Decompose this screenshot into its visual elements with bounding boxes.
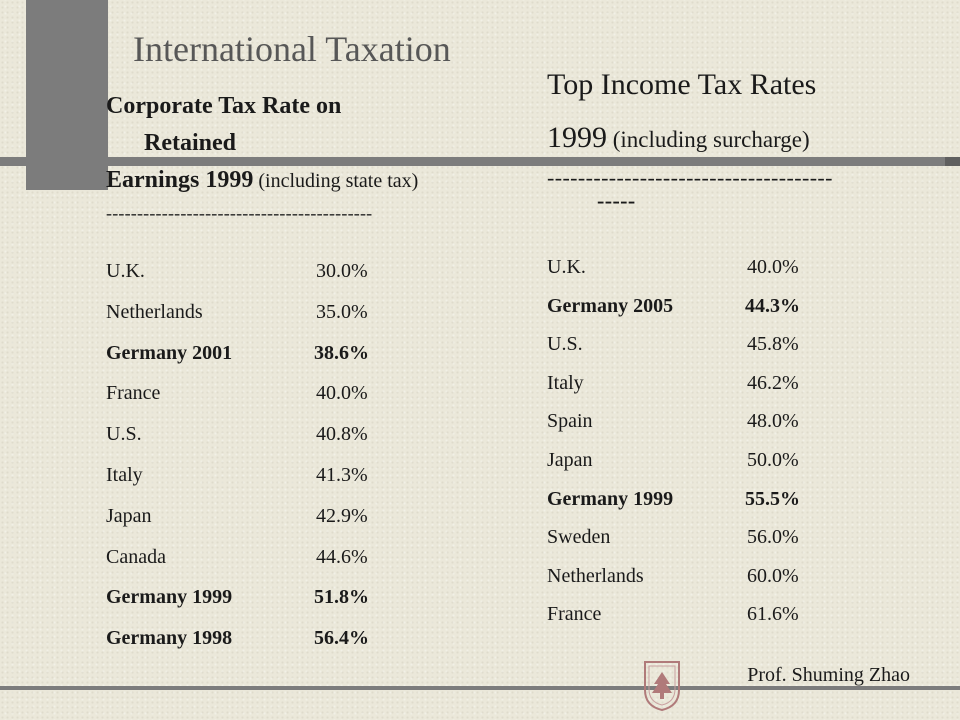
tax-rate-value: 51.8%	[314, 586, 369, 609]
tax-rate-value: 56.0%	[747, 526, 799, 549]
country-label: Japan	[106, 504, 152, 527]
tax-rate-value: 40.0%	[316, 382, 368, 405]
tax-rate-value: 55.5%	[745, 487, 800, 510]
income-dash-line2: -----	[597, 188, 636, 213]
university-crest-logo	[644, 661, 680, 712]
income-tax-heading-line2: 1999 (including surcharge)	[547, 111, 957, 166]
country-label: France	[106, 382, 161, 405]
tax-rate-value: 50.0%	[747, 449, 799, 471]
tax-rate-value: 56.4%	[314, 627, 369, 650]
tax-rate-value: 40.8%	[316, 423, 368, 446]
country-label: Italy	[547, 371, 584, 394]
income-heading-note: (including surcharge)	[607, 127, 810, 152]
country-label: U.S.	[106, 423, 142, 446]
tax-rate-value: 40.0%	[747, 256, 799, 278]
decorative-divider-bar	[0, 157, 960, 166]
country-label: Sweden	[547, 526, 611, 549]
slide-title: International Taxation	[133, 29, 451, 69]
country-label: Japan	[547, 449, 593, 471]
tax-rate-value: 30.0%	[316, 260, 368, 282]
tax-rate-value: 60.0%	[747, 564, 799, 587]
income-tax-section: Top Income Tax Rates 1999 (including sur…	[547, 58, 957, 212]
decorative-bar-end	[945, 157, 960, 166]
tax-rate-value: 38.6%	[314, 341, 369, 364]
tax-rate-value: 48.0%	[747, 410, 799, 433]
corporate-heading-line2: Retained	[144, 130, 236, 156]
income-dash-separator: ------------------------------------- --…	[547, 166, 957, 212]
corporate-heading-year: Earnings 1999	[106, 167, 254, 193]
tax-rate-value: 35.0%	[316, 300, 368, 323]
income-heading-year: 1999	[547, 121, 607, 154]
tax-rate-value: 61.6%	[747, 603, 799, 626]
decorative-bottom-line	[0, 686, 960, 690]
tax-rate-value: 41.3%	[316, 464, 368, 486]
corporate-heading-note: (including state tax)	[253, 170, 419, 192]
tax-rate-value: 46.2%	[747, 371, 799, 394]
income-tax-heading-line1: Top Income Tax Rates	[547, 68, 817, 101]
corporate-heading-line1: Corporate Tax Rate on	[106, 93, 342, 119]
country-label: Spain	[547, 410, 593, 433]
country-label: Germany 1999	[547, 487, 674, 510]
tax-rate-value: 45.8%	[747, 333, 799, 356]
country-label: Netherlands	[106, 300, 203, 323]
country-label: Netherlands	[547, 564, 644, 587]
country-label: Canada	[106, 545, 166, 568]
corporate-dash-separator: ----------------------------------------…	[106, 203, 373, 223]
corporate-tax-section: Corporate Tax Rate on Retained Earnings …	[106, 88, 546, 224]
country-label: Germany 2001	[106, 341, 233, 364]
country-label: Germany 2005	[547, 294, 674, 317]
tax-rate-value: 44.3%	[745, 294, 800, 317]
country-label: Germany 1999	[106, 586, 233, 609]
country-label: U.K.	[106, 260, 145, 282]
corporate-tax-heading: Corporate Tax Rate on Retained Earnings …	[106, 88, 546, 200]
country-label: France	[547, 603, 602, 626]
tax-rate-value: 44.6%	[316, 545, 368, 568]
country-label: Italy	[106, 464, 143, 486]
country-label: U.K.	[547, 256, 586, 278]
country-label: U.S.	[547, 333, 583, 356]
income-dash-line1: -------------------------------------	[547, 165, 833, 190]
country-label: Germany 1998	[106, 627, 233, 650]
author-footer: Prof. Shuming Zhao	[747, 664, 910, 686]
tax-rate-value: 42.9%	[316, 504, 368, 527]
